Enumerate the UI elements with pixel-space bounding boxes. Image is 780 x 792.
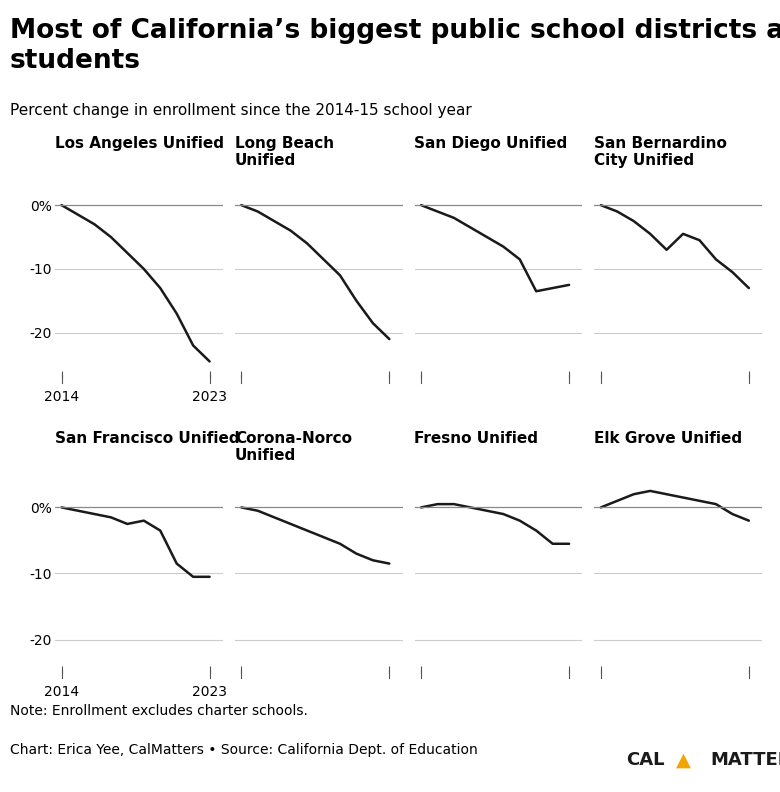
Text: Elk Grove Unified: Elk Grove Unified (594, 431, 743, 446)
Text: CAL: CAL (626, 751, 665, 769)
Text: 2023: 2023 (192, 686, 227, 699)
Text: Los Angeles Unified: Los Angeles Unified (55, 136, 224, 151)
Text: MATTERS: MATTERS (711, 751, 780, 769)
Text: Percent change in enrollment since the 2014-15 school year: Percent change in enrollment since the 2… (10, 103, 472, 118)
Text: 2023: 2023 (192, 390, 227, 405)
Text: Chart: Erica Yee, CalMatters • Source: California Dept. of Education: Chart: Erica Yee, CalMatters • Source: C… (10, 743, 477, 756)
Text: Long Beach
Unified: Long Beach Unified (235, 136, 334, 169)
Text: Corona-Norco
Unified: Corona-Norco Unified (235, 431, 352, 463)
Text: 2014: 2014 (44, 390, 79, 405)
Text: Note: Enrollment excludes charter schools.: Note: Enrollment excludes charter school… (10, 704, 308, 718)
Text: San Diego Unified: San Diego Unified (414, 136, 568, 151)
Text: Most of California’s biggest public school districts are losing
students: Most of California’s biggest public scho… (10, 18, 780, 74)
Text: 2014: 2014 (44, 686, 79, 699)
Text: San Francisco Unified: San Francisco Unified (55, 431, 239, 446)
Text: ▲: ▲ (676, 750, 691, 769)
Text: Fresno Unified: Fresno Unified (414, 431, 538, 446)
Text: San Bernardino
City Unified: San Bernardino City Unified (594, 136, 727, 169)
